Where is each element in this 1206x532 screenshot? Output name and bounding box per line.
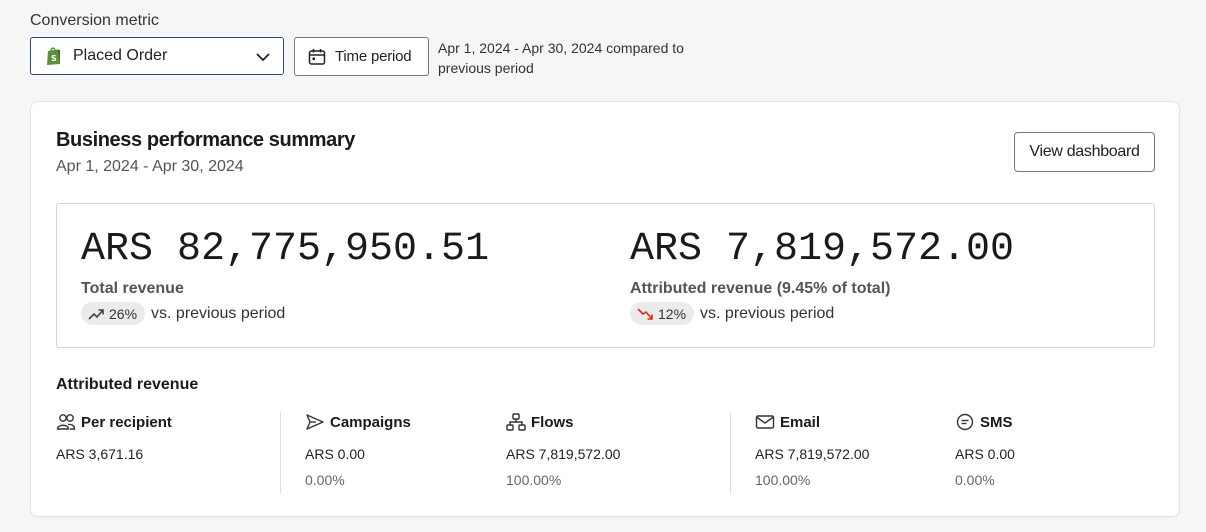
trend-badge: 12%: [630, 302, 695, 325]
trend-down-icon: [637, 307, 653, 320]
sms-icon: [956, 413, 974, 431]
trend-value: 26%: [109, 305, 138, 322]
sms-metric: SMS ARS 0.00 0.00%: [955, 412, 1015, 489]
shopify-icon: S: [45, 46, 63, 66]
per-recipient-metric: Per recipient ARS 3,671.16: [56, 412, 172, 463]
campaigns-label: Campaigns: [330, 413, 411, 431]
conversion-metric-select[interactable]: S Placed Order: [30, 37, 284, 75]
attributed-revenue-title: Attributed revenue: [56, 376, 199, 393]
flows-value: ARS 7,819,572.00: [506, 446, 621, 462]
trend-up-icon: [88, 308, 104, 320]
sms-label: SMS: [980, 413, 1013, 431]
sms-value: ARS 0.00: [955, 446, 1015, 462]
divider: [730, 412, 731, 494]
per-recipient-label: Per recipient: [81, 413, 172, 431]
calendar-icon: [307, 47, 327, 67]
compare-text: vs. previous period: [700, 304, 835, 322]
sms-percent: 0.00%: [955, 472, 995, 488]
email-label: Email: [780, 413, 821, 431]
attributed-revenue-kpi: ARS 7,819,572.00 Attributed revenue (9.4…: [630, 228, 1014, 325]
time-period-label: Time period: [335, 48, 412, 65]
divider: [280, 412, 281, 494]
card-date-range: Apr 1, 2024 - Apr 30, 2024: [56, 158, 244, 175]
chevron-down-icon: [255, 49, 271, 65]
per-recipient-value: ARS 3,671.16: [56, 446, 144, 462]
campaigns-percent: 0.00%: [305, 472, 345, 488]
trend-badge: 26%: [81, 302, 146, 325]
attributed-revenue-value: ARS 7,819,572.00: [630, 227, 1015, 272]
campaigns-metric: Campaigns ARS 0.00 0.00%: [305, 412, 411, 489]
attributed-metrics-row: Per recipient ARS 3,671.16 Campaigns ARS…: [56, 412, 1155, 494]
email-value: ARS 7,819,572.00: [755, 446, 870, 462]
trend-value: 12%: [658, 305, 687, 322]
attributed-revenue-label: Attributed revenue (9.45% of total): [630, 280, 891, 297]
time-period-button[interactable]: Time period: [294, 37, 429, 76]
flows-icon: [506, 413, 526, 431]
card-title: Business performance summary: [56, 129, 355, 151]
email-percent: 100.00%: [755, 472, 811, 488]
flows-percent: 100.00%: [506, 472, 562, 488]
flows-label: Flows: [531, 413, 574, 431]
email-icon: [755, 415, 775, 429]
period-description: Apr 1, 2024 - Apr 30, 2024 compared to p…: [438, 40, 684, 76]
total-revenue-value: ARS 82,775,950.51: [81, 227, 490, 272]
flows-metric: Flows ARS 7,819,572.00 100.00%: [506, 412, 620, 488]
selected-metric: Placed Order: [73, 47, 168, 64]
campaigns-value: ARS 0.00: [305, 446, 365, 462]
email-metric: Email ARS 7,819,572.00 100.00%: [755, 412, 870, 489]
svg-text:S: S: [51, 54, 57, 63]
total-revenue-label: Total revenue: [81, 280, 184, 297]
send-icon: [306, 414, 324, 430]
users-icon: [56, 414, 76, 430]
conversion-metric-label: Conversion metric: [30, 12, 159, 29]
compare-text: vs. previous period: [151, 304, 286, 322]
total-revenue-kpi: ARS 82,775,950.51 Total revenue 26% vs. …: [81, 228, 489, 325]
business-performance-card: Business performance summary Apr 1, 2024…: [30, 101, 1180, 517]
kpi-summary-box: ARS 82,775,950.51 Total revenue 26% vs. …: [56, 203, 1155, 348]
view-dashboard-button[interactable]: View dashboard: [1014, 132, 1155, 172]
